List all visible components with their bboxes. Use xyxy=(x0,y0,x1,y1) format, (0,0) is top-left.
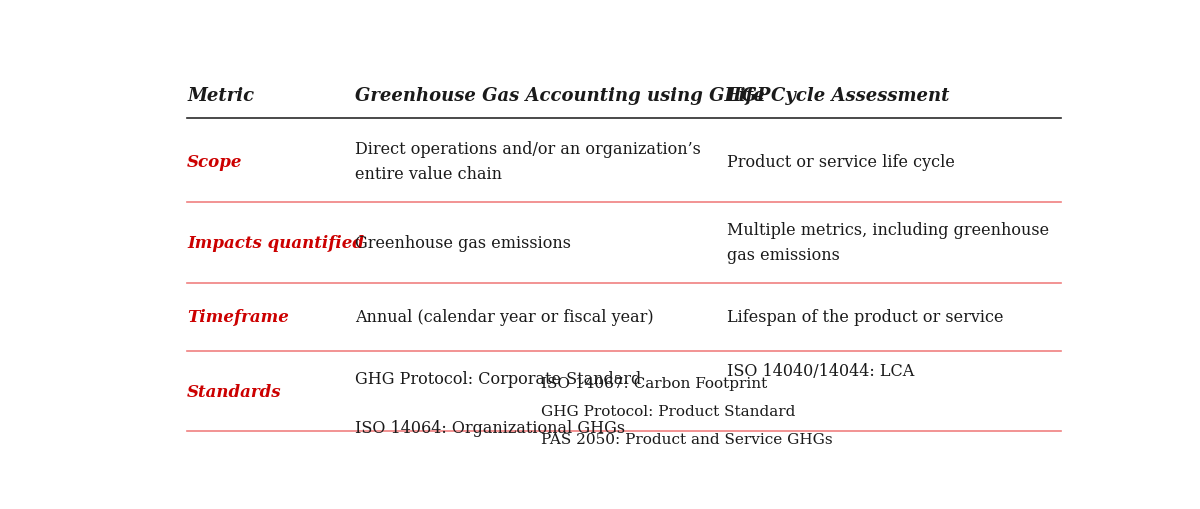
Text: ISO 14067: Carbon Footprint: ISO 14067: Carbon Footprint xyxy=(540,377,767,391)
Text: ISO 14040/14044: LCA: ISO 14040/14044: LCA xyxy=(727,363,914,380)
Text: Life Cycle Assessment: Life Cycle Assessment xyxy=(727,87,950,104)
Text: Product or service life cycle: Product or service life cycle xyxy=(727,154,954,171)
Text: Direct operations and/or an organization’s
entire value chain: Direct operations and/or an organization… xyxy=(355,141,701,183)
Text: Greenhouse Gas Accounting using GHGP: Greenhouse Gas Accounting using GHGP xyxy=(355,87,770,104)
Text: Lifespan of the product or service: Lifespan of the product or service xyxy=(727,309,1003,326)
Text: PAS 2050: Product and Service GHGs: PAS 2050: Product and Service GHGs xyxy=(540,434,833,447)
Text: Scope: Scope xyxy=(187,154,242,171)
Text: Timeframe: Timeframe xyxy=(187,309,289,326)
Text: Greenhouse gas emissions: Greenhouse gas emissions xyxy=(355,235,571,252)
Text: GHG Protocol: Corporate Standard

ISO 14064: Organizational GHGs: GHG Protocol: Corporate Standard ISO 140… xyxy=(355,371,641,437)
Text: Standards: Standards xyxy=(187,384,282,401)
Text: Multiple metrics, including greenhouse
gas emissions: Multiple metrics, including greenhouse g… xyxy=(727,222,1049,264)
Text: Annual (calendar year or fiscal year): Annual (calendar year or fiscal year) xyxy=(355,309,653,326)
Text: GHG Protocol: Product Standard: GHG Protocol: Product Standard xyxy=(540,405,794,419)
Text: Metric: Metric xyxy=(187,87,254,104)
Text: Impacts quantified: Impacts quantified xyxy=(187,235,365,252)
